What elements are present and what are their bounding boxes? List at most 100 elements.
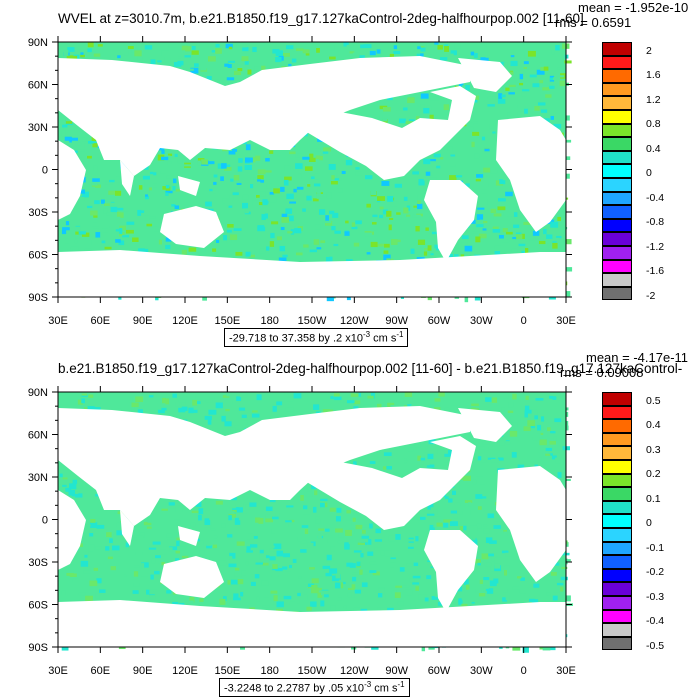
field-cell bbox=[461, 235, 469, 240]
field-cell bbox=[62, 477, 68, 480]
field-cell bbox=[345, 220, 349, 224]
field-cell bbox=[284, 176, 292, 181]
field-cell bbox=[87, 406, 95, 412]
field-cell bbox=[420, 457, 426, 461]
field-cell bbox=[355, 167, 360, 170]
field-cell bbox=[499, 440, 505, 446]
field-cell bbox=[426, 513, 435, 516]
field-cell bbox=[482, 591, 488, 594]
map-field bbox=[58, 42, 573, 303]
field-cell bbox=[534, 464, 538, 468]
field-cell bbox=[247, 533, 254, 540]
field-cell bbox=[185, 600, 194, 604]
x-tick-label: 30E bbox=[48, 665, 68, 677]
field-cell bbox=[282, 52, 290, 57]
field-cell bbox=[271, 528, 276, 534]
field-cell bbox=[192, 399, 198, 406]
field-cell bbox=[175, 401, 180, 407]
field-cell bbox=[553, 590, 560, 593]
field-cell bbox=[172, 601, 179, 605]
field-cell bbox=[542, 87, 550, 91]
field-cell bbox=[169, 598, 174, 604]
field-cell bbox=[229, 497, 237, 501]
field-cell bbox=[483, 577, 490, 581]
field-cell bbox=[520, 417, 529, 422]
field-cell bbox=[470, 510, 479, 516]
field-cell bbox=[478, 593, 486, 597]
field-cell bbox=[344, 231, 350, 236]
field-cell bbox=[477, 456, 482, 461]
field-cell bbox=[491, 397, 498, 403]
field-cell bbox=[167, 153, 173, 157]
field-cell bbox=[564, 115, 570, 121]
field-cell bbox=[302, 208, 306, 212]
field-cell bbox=[261, 214, 266, 221]
field-cell bbox=[362, 578, 366, 581]
field-cell bbox=[174, 205, 180, 210]
field-cell bbox=[475, 588, 481, 593]
field-cell bbox=[379, 114, 383, 120]
field-cell bbox=[241, 570, 247, 576]
field-cell bbox=[382, 466, 390, 470]
field-cell bbox=[297, 174, 302, 179]
field-cell bbox=[236, 541, 245, 546]
field-cell bbox=[161, 561, 166, 566]
field-cell bbox=[565, 407, 569, 411]
field-cell bbox=[155, 555, 161, 559]
colorbar-swatch bbox=[602, 460, 632, 474]
field-cell bbox=[412, 582, 420, 585]
field-cell bbox=[338, 533, 344, 538]
field-cell bbox=[390, 562, 394, 568]
field-cell bbox=[65, 117, 72, 122]
field-cell bbox=[353, 406, 359, 410]
field-cell bbox=[199, 598, 204, 602]
field-cell bbox=[285, 521, 293, 525]
field-cell bbox=[273, 188, 280, 194]
field-cell bbox=[355, 220, 362, 225]
field-cell bbox=[488, 446, 495, 450]
field-cell bbox=[286, 397, 294, 402]
field-cell bbox=[295, 252, 303, 256]
colorbar-label: 0 bbox=[646, 167, 652, 180]
field-cell bbox=[89, 533, 94, 537]
field-cell bbox=[319, 155, 323, 161]
field-cell bbox=[286, 45, 294, 50]
colorbar-label: -2 bbox=[646, 289, 656, 302]
field-cell bbox=[195, 395, 203, 400]
field-cell bbox=[175, 550, 181, 554]
field-cell bbox=[58, 123, 64, 130]
field-cell bbox=[217, 163, 225, 169]
colorbar-swatch bbox=[602, 419, 632, 433]
field-cell bbox=[77, 399, 83, 405]
field-cell bbox=[421, 645, 426, 652]
field-cell bbox=[389, 217, 394, 221]
colorbar-swatch bbox=[602, 555, 632, 569]
field-cell bbox=[227, 224, 234, 228]
field-cell bbox=[190, 68, 194, 71]
land-mask bbox=[120, 160, 134, 196]
field-cell bbox=[485, 397, 492, 402]
field-cell bbox=[162, 397, 167, 404]
field-cell bbox=[110, 206, 118, 213]
field-cell bbox=[96, 524, 105, 529]
field-cell bbox=[484, 148, 490, 152]
colorbar-swatch bbox=[602, 609, 632, 624]
x-tick-label: 150W bbox=[298, 315, 327, 327]
field-cell bbox=[301, 484, 308, 489]
field-cell bbox=[502, 228, 508, 233]
field-cell bbox=[549, 395, 554, 399]
field-cell bbox=[429, 114, 434, 121]
field-cell bbox=[141, 562, 149, 568]
field-cell bbox=[398, 118, 406, 124]
field-cell bbox=[143, 521, 152, 526]
field-cell bbox=[303, 244, 309, 248]
field-cell bbox=[353, 550, 362, 553]
field-cell bbox=[88, 394, 94, 398]
field-cell bbox=[325, 215, 330, 221]
field-cell bbox=[235, 251, 243, 256]
field-cell bbox=[410, 603, 416, 610]
x-tick-label: 60W bbox=[428, 315, 451, 327]
field-cell bbox=[359, 569, 363, 575]
field-cell bbox=[205, 201, 212, 207]
colorbar-label: 0.3 bbox=[646, 443, 661, 456]
